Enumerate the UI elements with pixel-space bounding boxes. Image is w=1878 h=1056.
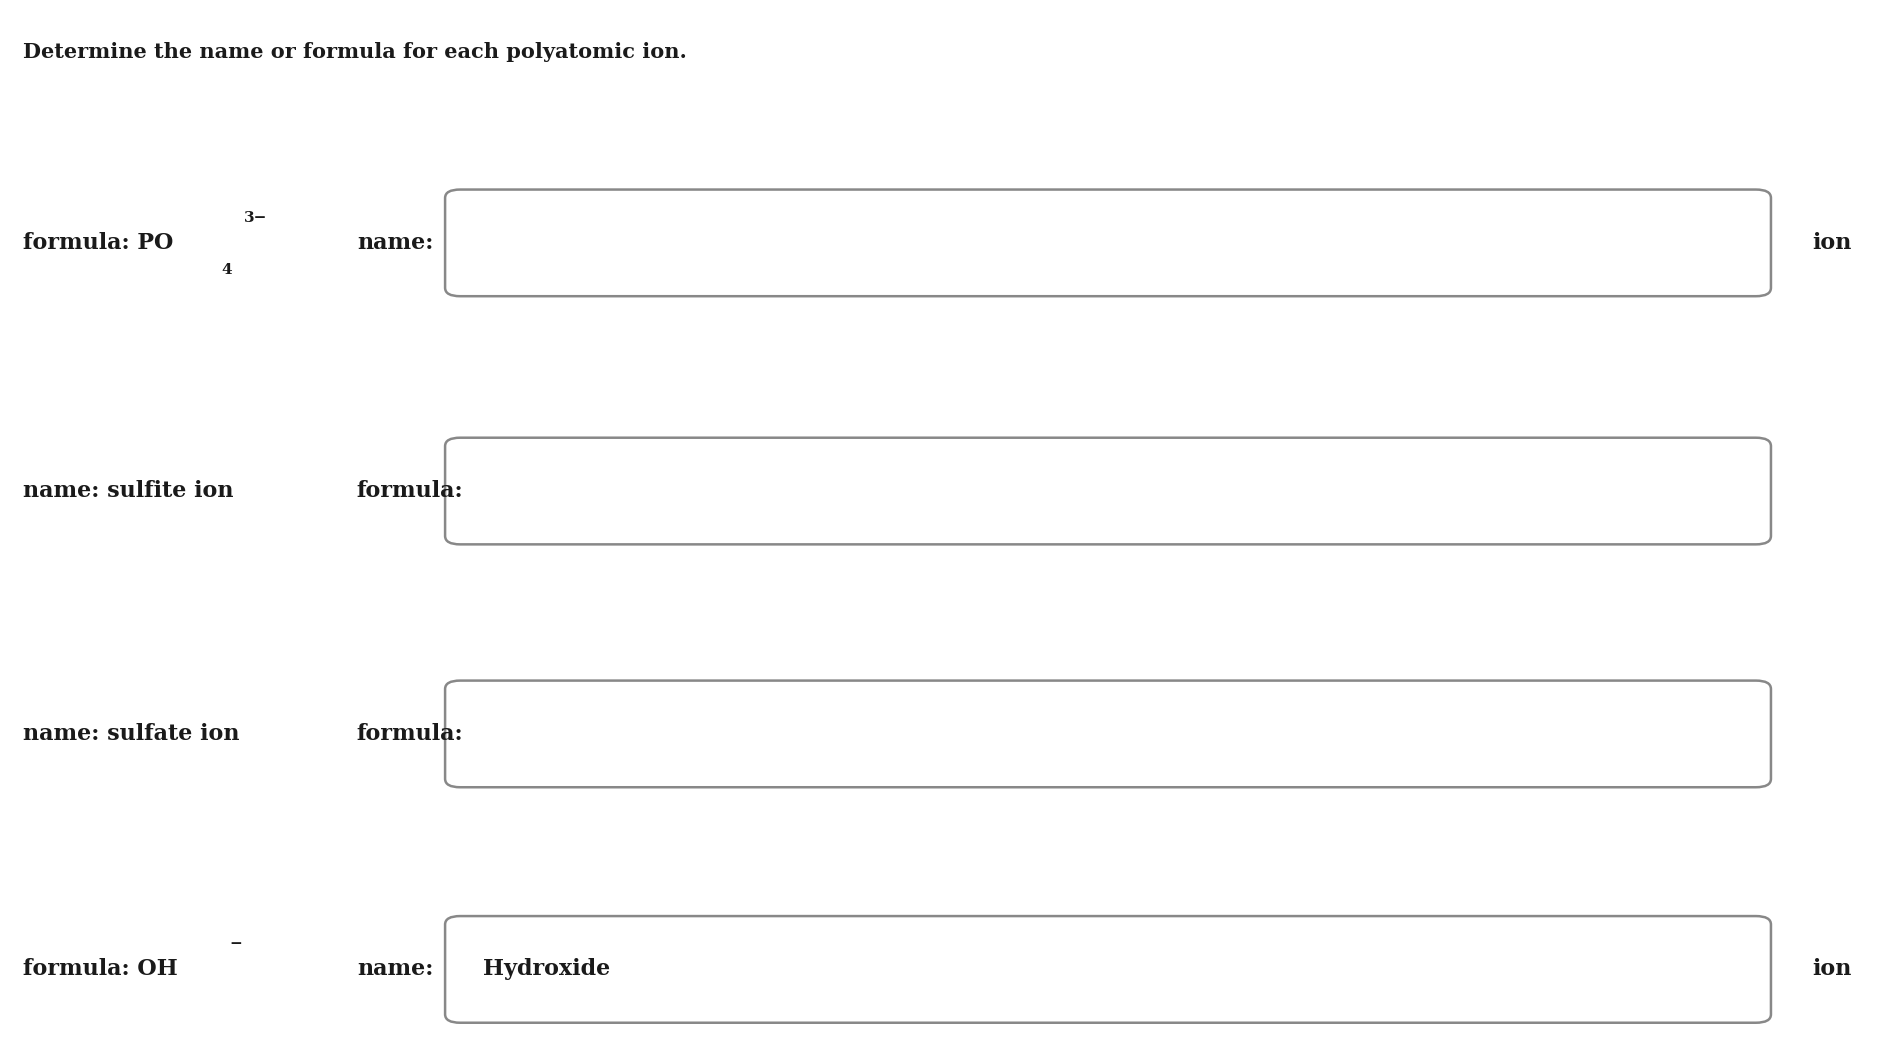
- Text: Determine the name or formula for each polyatomic ion.: Determine the name or formula for each p…: [23, 42, 687, 62]
- Text: name: sulfite ion: name: sulfite ion: [23, 480, 233, 502]
- FancyBboxPatch shape: [445, 437, 1771, 544]
- Text: ion: ion: [1812, 232, 1852, 253]
- Text: formula: OH: formula: OH: [23, 959, 177, 980]
- Text: name:: name:: [357, 232, 434, 253]
- Text: formula:: formula:: [357, 480, 464, 502]
- Text: formula: PO: formula: PO: [23, 232, 173, 253]
- Text: Hydroxide: Hydroxide: [483, 959, 610, 980]
- Text: 4: 4: [222, 263, 233, 278]
- Text: −: −: [229, 937, 242, 951]
- FancyBboxPatch shape: [445, 190, 1771, 296]
- Text: name:: name:: [357, 959, 434, 980]
- Text: 3−: 3−: [244, 210, 267, 225]
- Text: name: sulfate ion: name: sulfate ion: [23, 723, 239, 744]
- Text: ion: ion: [1812, 959, 1852, 980]
- FancyBboxPatch shape: [445, 916, 1771, 1022]
- FancyBboxPatch shape: [445, 680, 1771, 788]
- Text: formula:: formula:: [357, 723, 464, 744]
